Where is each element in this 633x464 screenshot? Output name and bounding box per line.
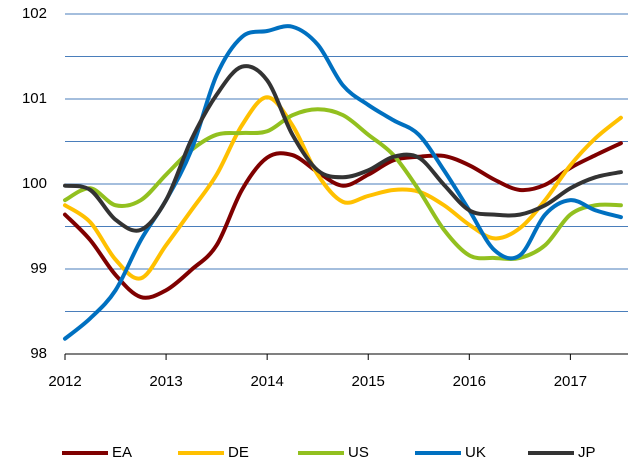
y-tick-label: 98 xyxy=(30,345,47,362)
x-tick-label: 2016 xyxy=(453,373,486,390)
legend-label: JP xyxy=(578,444,596,461)
x-tick-label: 2013 xyxy=(149,373,182,390)
series-line xyxy=(63,24,623,341)
legend-label: DE xyxy=(228,444,249,461)
series-line xyxy=(63,64,623,233)
x-tick-label: 2017 xyxy=(554,373,587,390)
series-line xyxy=(63,95,623,281)
legend-label: UK xyxy=(465,444,486,461)
y-tick-label: 102 xyxy=(22,5,47,22)
legend-label: US xyxy=(348,444,369,461)
x-tick-label: 2014 xyxy=(250,373,283,390)
x-tick-label: 2012 xyxy=(48,373,81,390)
y-tick-label: 99 xyxy=(30,260,47,277)
y-tick-label: 100 xyxy=(22,175,47,192)
y-tick-label: 101 xyxy=(22,90,47,107)
legend-label: EA xyxy=(112,444,132,461)
series-line xyxy=(63,107,623,261)
series-line xyxy=(63,141,623,300)
x-tick-label: 2015 xyxy=(352,373,385,390)
